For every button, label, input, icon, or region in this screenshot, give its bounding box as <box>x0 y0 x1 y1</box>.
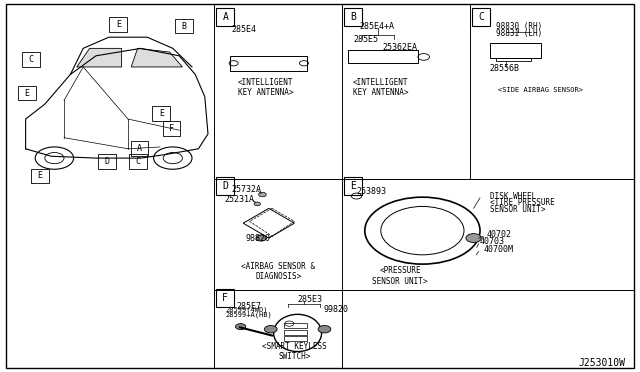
Text: 98830 (RH): 98830 (RH) <box>496 22 542 31</box>
Circle shape <box>466 234 481 243</box>
Text: 40703: 40703 <box>480 237 505 246</box>
Circle shape <box>254 202 260 206</box>
Polygon shape <box>77 48 122 67</box>
Text: B: B <box>182 22 187 31</box>
Text: D: D <box>222 181 228 191</box>
Bar <box>490 43 541 58</box>
Text: E: E <box>159 109 164 118</box>
Bar <box>496 58 531 61</box>
Text: C: C <box>135 157 140 166</box>
Text: <SIDE AIRBAG SENSOR>: <SIDE AIRBAG SENSOR> <box>499 87 583 93</box>
Text: 40702: 40702 <box>486 230 511 239</box>
Text: 98820: 98820 <box>246 234 271 243</box>
Circle shape <box>264 326 277 333</box>
Text: E: E <box>116 20 121 29</box>
Text: <AIRBAG SENSOR &
DIAGNOSIS>: <AIRBAG SENSOR & DIAGNOSIS> <box>241 262 316 281</box>
Bar <box>284 336 307 341</box>
Text: D: D <box>104 157 109 166</box>
Bar <box>348 50 418 63</box>
Text: <PRESSURE
SENSOR UNIT>: <PRESSURE SENSOR UNIT> <box>372 266 428 286</box>
Polygon shape <box>131 48 182 67</box>
Bar <box>230 56 307 71</box>
Text: 28599(4WD): 28599(4WD) <box>225 306 268 313</box>
Text: 285E4+A: 285E4+A <box>360 22 395 31</box>
Text: 285E5: 285E5 <box>354 35 379 44</box>
Text: <SMART KEYLESS
SWITCH>: <SMART KEYLESS SWITCH> <box>262 342 327 361</box>
Text: SENSOR UNIT>: SENSOR UNIT> <box>490 205 545 214</box>
Text: B: B <box>350 12 356 22</box>
Text: J253010W: J253010W <box>578 358 625 368</box>
Text: E: E <box>37 171 42 180</box>
Bar <box>284 323 307 328</box>
Text: C: C <box>478 12 484 22</box>
Text: 28556B: 28556B <box>490 64 520 73</box>
Text: 253893: 253893 <box>356 187 387 196</box>
Text: <TIRE PRESSURE: <TIRE PRESSURE <box>490 198 554 207</box>
Text: E: E <box>24 89 29 97</box>
Text: 98831 (LH): 98831 (LH) <box>496 29 542 38</box>
Text: 285E3: 285E3 <box>298 295 323 304</box>
Text: DISK WHEEL: DISK WHEEL <box>490 192 536 201</box>
Text: <INTELLIGENT
KEY ANTENNA>: <INTELLIGENT KEY ANTENNA> <box>353 78 408 97</box>
Text: F: F <box>222 293 228 302</box>
Circle shape <box>259 192 266 197</box>
Text: 28599+A(HB): 28599+A(HB) <box>225 312 272 318</box>
Text: 25231A: 25231A <box>224 195 254 203</box>
Text: C: C <box>28 55 33 64</box>
Text: 25732A: 25732A <box>232 185 262 194</box>
Text: 285E7: 285E7 <box>237 302 262 311</box>
Circle shape <box>236 324 246 330</box>
Text: <INTELLIGENT
KEY ANTENNA>: <INTELLIGENT KEY ANTENNA> <box>238 78 293 97</box>
Text: F: F <box>169 124 174 133</box>
Bar <box>284 330 307 335</box>
Text: 285E4: 285E4 <box>232 25 257 34</box>
Text: A: A <box>137 144 142 153</box>
Text: 25362EA: 25362EA <box>382 43 417 52</box>
Circle shape <box>318 326 331 333</box>
Text: 99820: 99820 <box>323 305 348 314</box>
Text: 40700M: 40700M <box>483 246 513 254</box>
Text: A: A <box>222 12 228 22</box>
Text: E: E <box>350 181 356 191</box>
Circle shape <box>256 235 266 241</box>
